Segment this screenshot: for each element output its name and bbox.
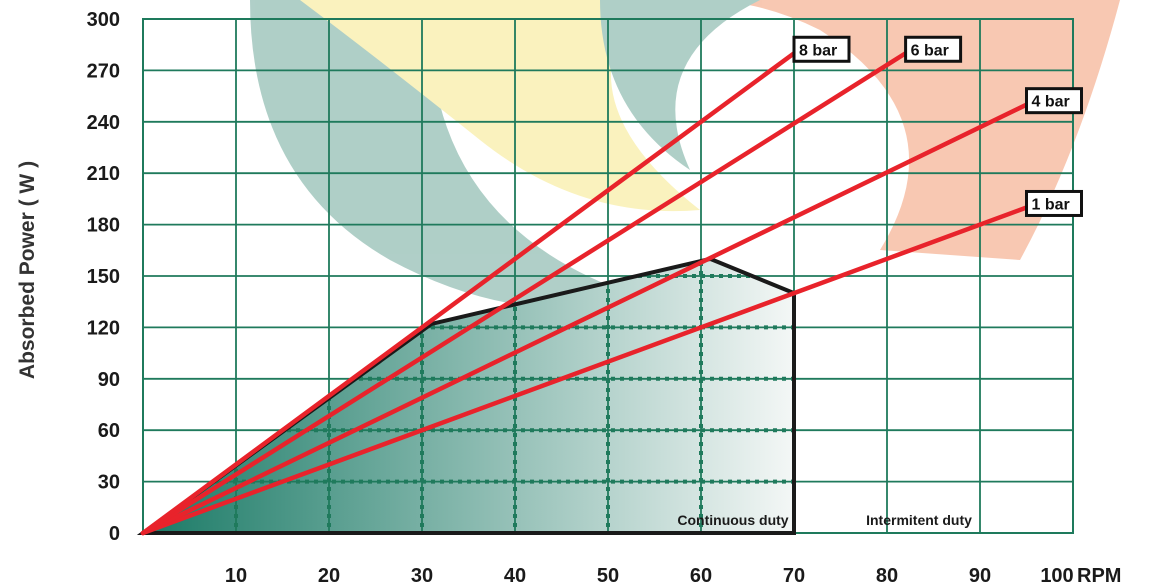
series-line-4-bar bbox=[140, 102, 1029, 536]
series-label-1-bar: 1 bar bbox=[1025, 189, 1083, 217]
continuous-duty-fill bbox=[143, 258, 794, 533]
pressure-lines bbox=[140, 51, 1029, 536]
y-tick-label: 90 bbox=[98, 369, 120, 391]
chart-grid bbox=[142, 18, 1074, 534]
watermark-yellow-band bbox=[300, 0, 700, 212]
y-tick-label: 0 bbox=[109, 523, 120, 545]
x-tick-label: 20 bbox=[318, 565, 340, 586]
x-axis-ticks: 10 20 30 40 50 60 70 80 90 100 RPM bbox=[225, 565, 1122, 586]
series-label-text: 1 bar bbox=[1032, 196, 1070, 213]
pressure-labels: 1 bar 4 bar 6 bar 8 bar bbox=[792, 35, 1083, 217]
y-tick-label: 60 bbox=[98, 420, 120, 442]
duty-annotations: Continuous duty Intermitent duty bbox=[677, 512, 972, 528]
continuous-duty-border bbox=[136, 256, 796, 535]
series-line-6-bar bbox=[140, 51, 908, 536]
y-axis-ticks: 0 30 60 90 120 150 180 210 240 270 300 bbox=[87, 9, 120, 545]
series-label-text: 8 bar bbox=[799, 42, 837, 59]
x-tick-label: 80 bbox=[876, 565, 898, 586]
watermark-teal-swoosh bbox=[250, 0, 650, 309]
x-tick-label: 40 bbox=[504, 565, 526, 586]
series-label-text: 6 bar bbox=[911, 42, 949, 59]
series-line-8-bar bbox=[140, 51, 797, 536]
x-tick-label: 100 bbox=[1040, 565, 1073, 586]
y-tick-label: 240 bbox=[87, 112, 120, 134]
background-watermark bbox=[250, 0, 1120, 309]
y-axis-label: Absorbed Power ( W ) bbox=[16, 161, 39, 379]
series-label-box bbox=[1025, 87, 1083, 115]
y-tick-label: 210 bbox=[87, 163, 120, 185]
watermark-teal-arc bbox=[600, 0, 760, 170]
y-tick-label: 150 bbox=[87, 266, 120, 288]
x-tick-label: 30 bbox=[411, 565, 433, 586]
y-tick-label: 30 bbox=[98, 472, 120, 494]
series-line-1-bar bbox=[140, 205, 1029, 536]
continuous-duty-region bbox=[143, 258, 794, 533]
y-tick-label: 120 bbox=[87, 317, 120, 339]
series-label-text: 4 bar bbox=[1032, 94, 1070, 111]
series-label-box bbox=[792, 35, 851, 63]
series-label-4-bar: 4 bar bbox=[1025, 87, 1083, 115]
watermark-red-band bbox=[700, 0, 1120, 260]
series-label-8-bar: 8 bar bbox=[792, 35, 851, 63]
x-tick-label: 50 bbox=[597, 565, 619, 586]
duty-annotation: Continuous duty bbox=[677, 512, 788, 528]
series-label-6-bar: 6 bar bbox=[904, 35, 963, 63]
x-tick-label: 10 bbox=[225, 565, 247, 586]
duty-annotation: Intermitent duty bbox=[866, 512, 972, 528]
continuous-duty-outline bbox=[136, 256, 796, 535]
series-label-box bbox=[904, 35, 963, 63]
x-tick-label: 90 bbox=[969, 565, 991, 586]
y-tick-label: 270 bbox=[87, 60, 120, 82]
x-tick-label: 60 bbox=[690, 565, 712, 586]
x-axis-unit: RPM bbox=[1077, 565, 1121, 586]
series-label-box bbox=[1025, 189, 1083, 217]
y-tick-label: 180 bbox=[87, 215, 120, 237]
x-tick-label: 70 bbox=[783, 565, 805, 586]
y-tick-label: 300 bbox=[87, 9, 120, 31]
